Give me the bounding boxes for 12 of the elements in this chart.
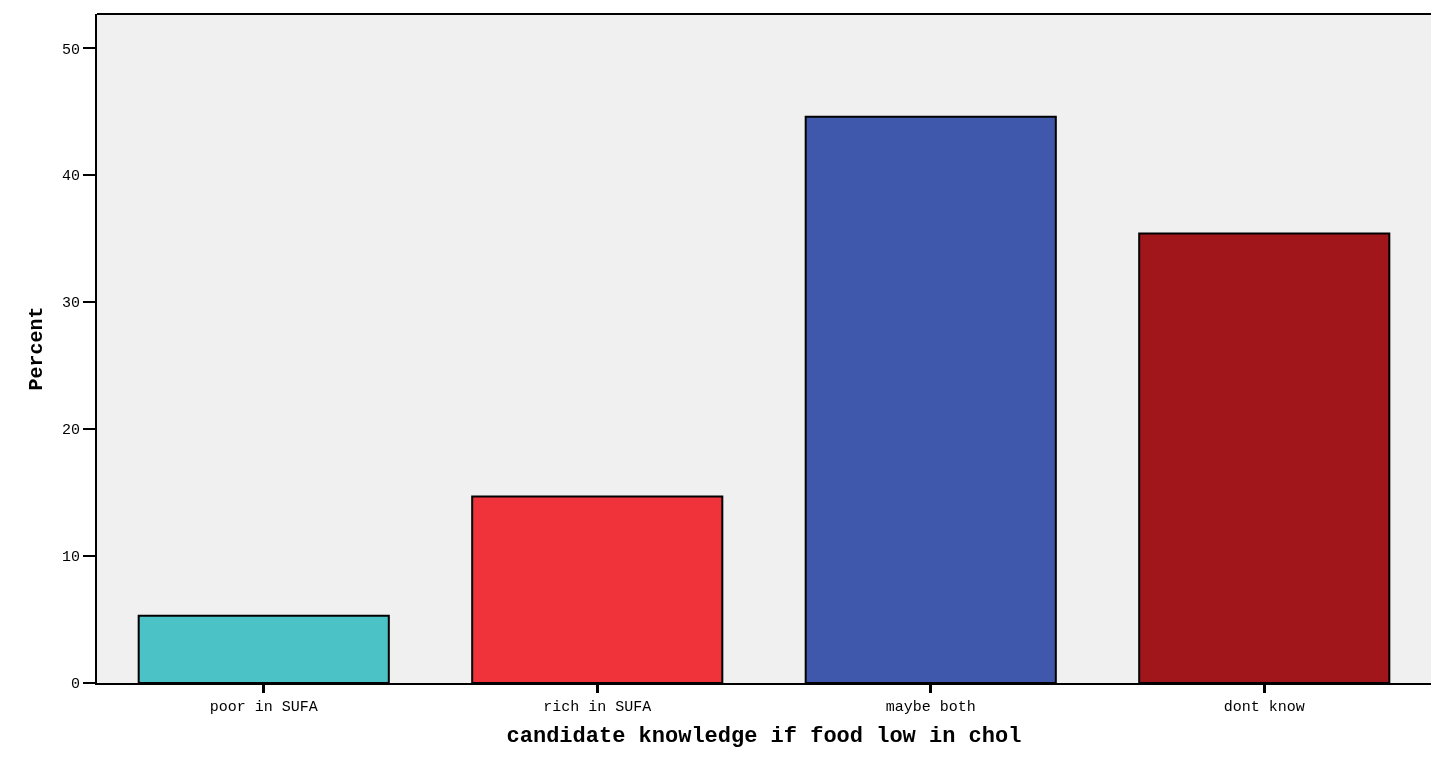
x-tick-label: rich in SUFA [543, 699, 652, 716]
y-tick-label: 20 [61, 422, 80, 440]
y-tick-label: 50 [61, 41, 80, 59]
x-tick-label: maybe both [885, 699, 976, 716]
x-tick-label: poor in SUFA [209, 699, 318, 716]
x-axis-title: candidate knowledge if food low in chol [506, 724, 1022, 750]
y-axis-title: Percent [24, 306, 48, 391]
y-tick-label: 10 [61, 549, 80, 567]
y-tick-label: 30 [61, 295, 80, 313]
y-tick-label: 0 [70, 676, 80, 694]
y-tick-label: 40 [61, 168, 80, 186]
x-tick-label: dont know [1223, 699, 1305, 716]
